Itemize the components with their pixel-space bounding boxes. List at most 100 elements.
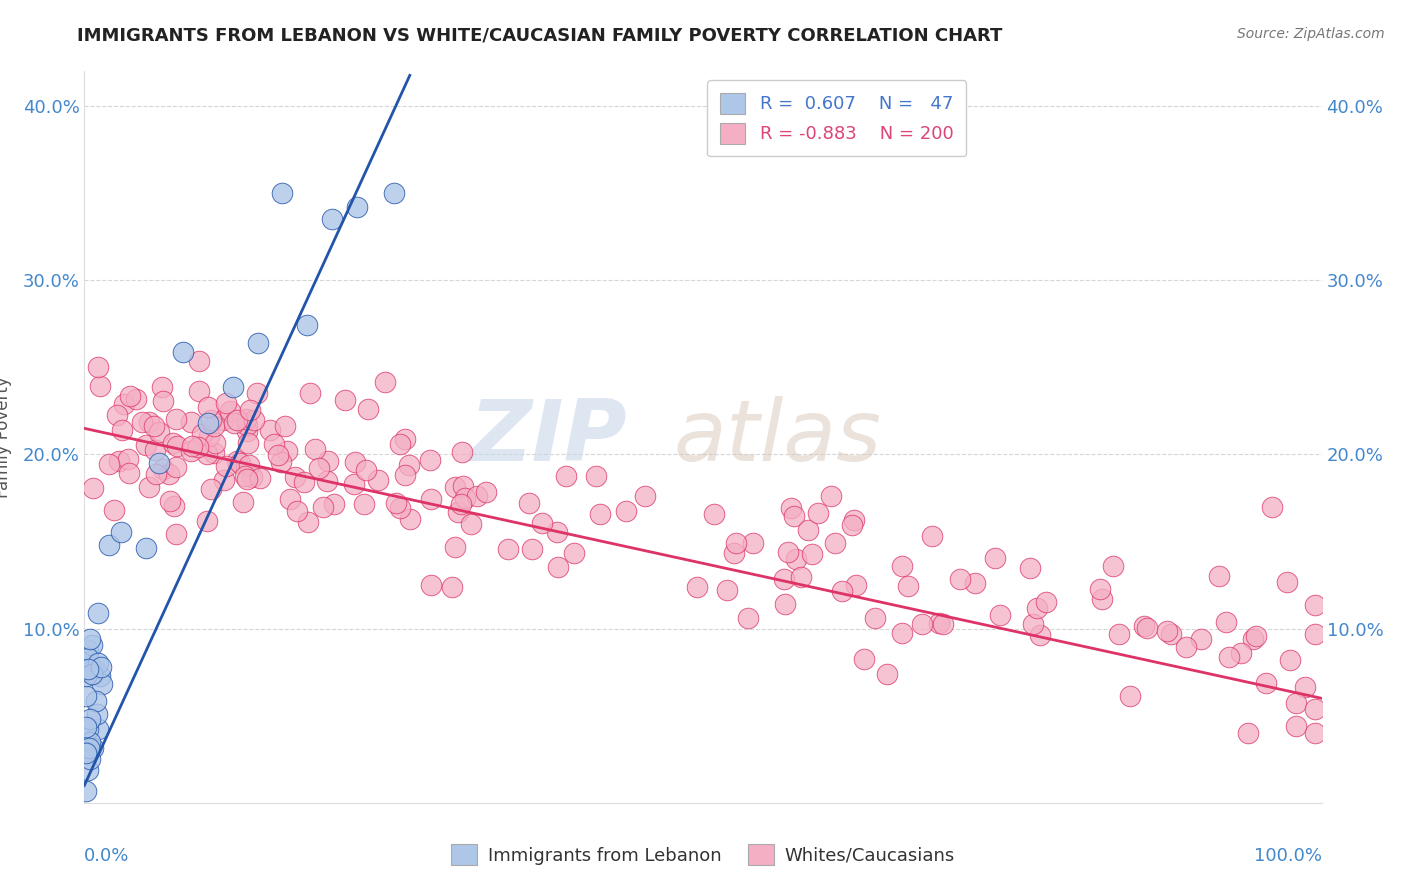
Point bbox=[562, 546, 585, 560]
Point bbox=[82, 667, 104, 681]
Point bbox=[228, 456, 250, 470]
Point bbox=[1230, 646, 1253, 660]
Point bbox=[75, 663, 97, 677]
Point bbox=[1305, 627, 1327, 641]
Point bbox=[965, 575, 987, 590]
Point bbox=[465, 490, 488, 504]
Point bbox=[138, 415, 160, 429]
Point bbox=[845, 577, 868, 591]
Point bbox=[75, 746, 97, 760]
Point bbox=[198, 428, 221, 442]
Point bbox=[297, 515, 319, 529]
Point bbox=[863, 611, 886, 625]
Point bbox=[187, 384, 209, 398]
Point bbox=[778, 544, 800, 558]
Point bbox=[86, 359, 108, 374]
Point bbox=[440, 580, 463, 594]
Text: IMMIGRANTS FROM LEBANON VS WHITE/CAUCASIAN FAMILY POVERTY CORRELATION CHART: IMMIGRANTS FROM LEBANON VS WHITE/CAUCASI… bbox=[77, 27, 1002, 45]
Point bbox=[853, 651, 876, 665]
Point bbox=[162, 436, 184, 450]
Point bbox=[385, 496, 408, 510]
Point bbox=[105, 409, 128, 423]
Point bbox=[285, 503, 308, 517]
Point bbox=[143, 418, 166, 433]
Point bbox=[841, 518, 863, 533]
Point bbox=[447, 505, 470, 519]
Point bbox=[76, 662, 98, 676]
Point bbox=[212, 473, 235, 487]
Point bbox=[278, 491, 301, 506]
Point bbox=[200, 413, 222, 427]
Point bbox=[394, 433, 416, 447]
Point bbox=[1261, 500, 1284, 514]
Point bbox=[236, 472, 259, 486]
Point bbox=[1102, 559, 1125, 574]
Point bbox=[634, 489, 657, 503]
Point bbox=[949, 573, 972, 587]
Point bbox=[76, 651, 98, 665]
Point bbox=[263, 437, 285, 451]
Point bbox=[451, 478, 474, 492]
Point bbox=[1278, 653, 1301, 667]
Point bbox=[1108, 627, 1130, 641]
Point bbox=[773, 597, 796, 611]
Legend: Immigrants from Lebanon, Whites/Caucasians: Immigrants from Lebanon, Whites/Caucasia… bbox=[443, 835, 963, 874]
Point bbox=[343, 455, 366, 469]
Text: 0.0%: 0.0% bbox=[84, 847, 129, 864]
Point bbox=[148, 456, 170, 470]
Point bbox=[222, 416, 245, 430]
Point bbox=[737, 611, 759, 625]
Point bbox=[783, 508, 806, 523]
Point bbox=[270, 455, 292, 469]
Point bbox=[82, 638, 104, 652]
Point bbox=[235, 417, 257, 432]
Point bbox=[451, 445, 474, 459]
Point bbox=[238, 458, 260, 472]
Point bbox=[1091, 592, 1114, 607]
Point bbox=[243, 413, 266, 427]
Point bbox=[1294, 680, 1316, 694]
Y-axis label: Family Poverty: Family Poverty bbox=[0, 376, 11, 498]
Point bbox=[145, 467, 167, 481]
Point bbox=[419, 578, 441, 592]
Point bbox=[150, 379, 173, 393]
Point bbox=[921, 529, 943, 543]
Point bbox=[773, 573, 796, 587]
Point bbox=[86, 693, 108, 707]
Point bbox=[103, 503, 125, 517]
Point bbox=[1305, 702, 1327, 716]
Point bbox=[79, 735, 101, 749]
Point bbox=[165, 412, 187, 426]
Text: atlas: atlas bbox=[673, 395, 882, 479]
Point bbox=[125, 392, 148, 406]
Text: Source: ZipAtlas.com: Source: ZipAtlas.com bbox=[1237, 27, 1385, 41]
Point bbox=[295, 318, 318, 333]
Point bbox=[79, 712, 101, 726]
Point bbox=[145, 443, 167, 458]
Point bbox=[75, 669, 97, 683]
Point bbox=[77, 741, 100, 756]
Point bbox=[232, 495, 254, 509]
Point bbox=[152, 462, 174, 476]
Point bbox=[346, 200, 368, 214]
Point bbox=[1133, 618, 1156, 632]
Point bbox=[235, 469, 257, 483]
Point bbox=[517, 496, 540, 510]
Point bbox=[90, 660, 112, 674]
Point bbox=[1284, 719, 1306, 733]
Point bbox=[988, 608, 1011, 623]
Point bbox=[356, 402, 378, 417]
Point bbox=[589, 507, 612, 521]
Point bbox=[796, 524, 818, 538]
Point bbox=[1275, 575, 1298, 590]
Point bbox=[454, 491, 477, 505]
Point bbox=[723, 546, 745, 560]
Point bbox=[1254, 676, 1277, 690]
Point bbox=[419, 452, 441, 467]
Text: ZIP: ZIP bbox=[470, 395, 627, 479]
Point bbox=[89, 378, 111, 392]
Point bbox=[111, 423, 134, 437]
Point bbox=[1118, 690, 1140, 704]
Point bbox=[246, 336, 269, 351]
Point bbox=[876, 666, 898, 681]
